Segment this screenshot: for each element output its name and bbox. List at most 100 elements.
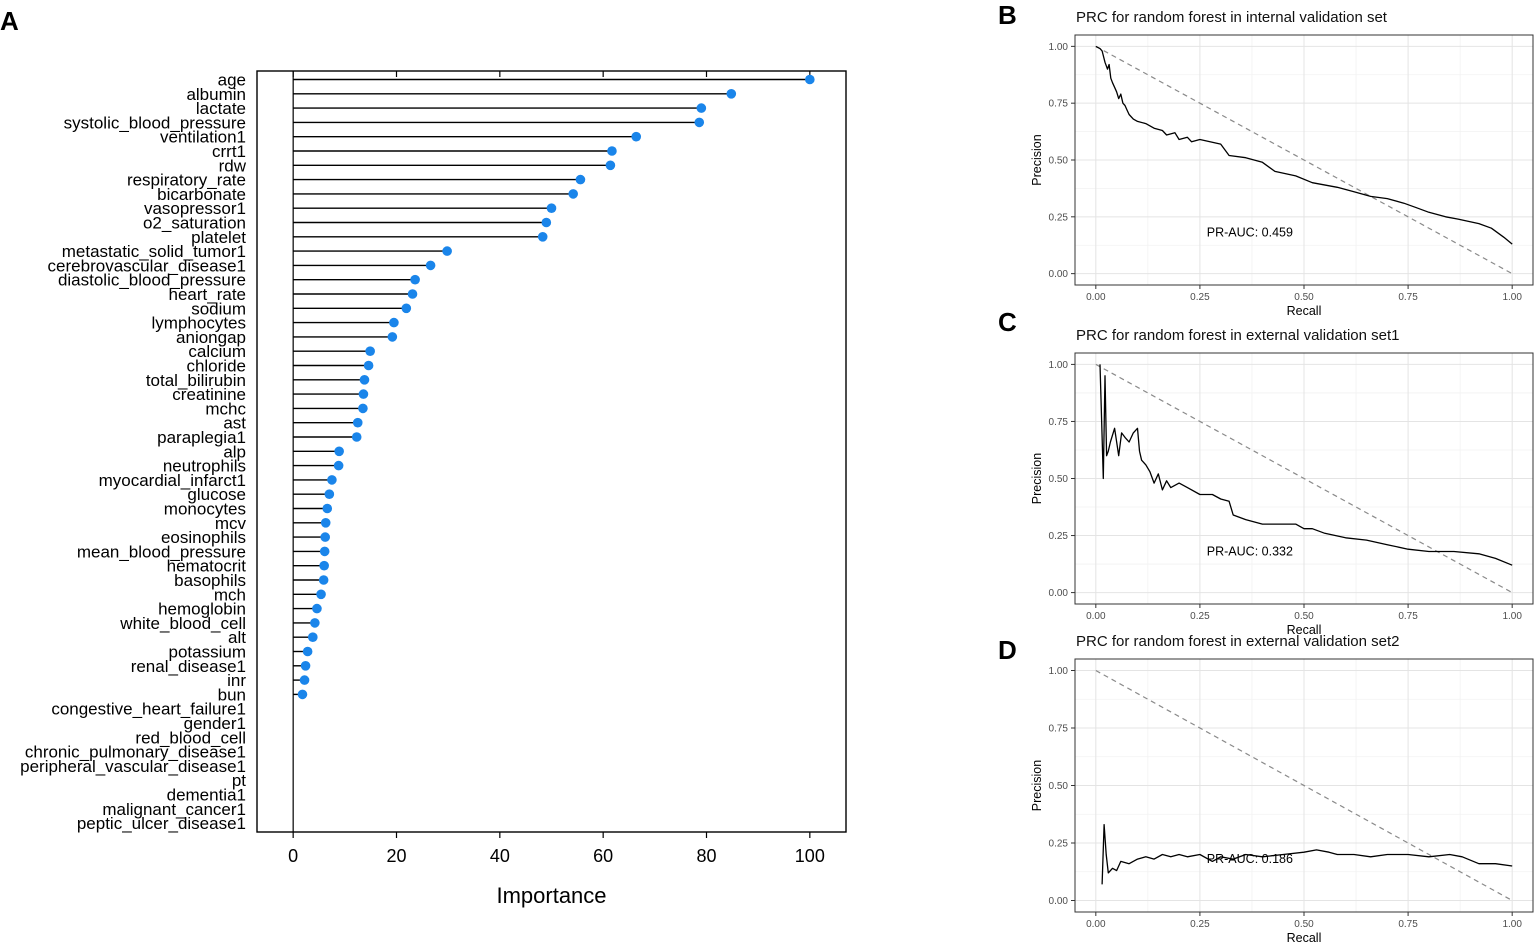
category-label: metastatic_solid_tumor1 xyxy=(62,242,246,261)
y-tick-label: 0.75 xyxy=(1049,99,1069,110)
category-label: mch xyxy=(214,585,246,604)
category-label: gender1 xyxy=(184,714,246,733)
x-tick-label: 0.50 xyxy=(1294,611,1314,622)
reference-diagonal xyxy=(1095,363,1513,594)
y-axis-label: Precision xyxy=(1030,760,1044,811)
pr-auc-annotation: PR-AUC: 0.186 xyxy=(1207,852,1293,866)
lollipop-point xyxy=(401,303,412,314)
category-label: chronic_pulmonary_disease1 xyxy=(25,743,246,762)
x-tick-label: 0.50 xyxy=(1294,919,1314,930)
category-label: eosinophils xyxy=(161,528,246,547)
x-tick-label: 0.00 xyxy=(1086,611,1106,622)
x-tick-label: 0.00 xyxy=(1086,919,1106,930)
lollipop-point xyxy=(320,532,331,542)
category-label: basophils xyxy=(174,571,246,590)
category-label: pt xyxy=(232,771,246,790)
lollipop-point xyxy=(320,518,331,528)
y-tick-label: 1.00 xyxy=(1049,360,1069,371)
lollipop-point xyxy=(334,446,344,457)
chart-title: PRC for random forest in internal valida… xyxy=(1076,9,1388,26)
lollipop-point xyxy=(302,646,313,657)
category-label: malignant_cancer1 xyxy=(102,800,246,819)
plot-frame xyxy=(256,70,847,833)
category-label: respiratory_rate xyxy=(127,171,246,190)
category-label: ventilation1 xyxy=(160,128,246,147)
y-axis-label: Precision xyxy=(1030,453,1044,504)
category-label: creatinine xyxy=(172,385,246,404)
lollipop-point xyxy=(726,89,737,99)
y-tick-label: 0.75 xyxy=(1049,724,1069,735)
plot-border xyxy=(1074,34,1534,286)
x-tick-label: 0.25 xyxy=(1190,919,1210,930)
category-label: aniongap xyxy=(176,328,246,347)
prc-chart-external-1: PRC for random forest in external valida… xyxy=(1030,327,1534,637)
category-label: age xyxy=(218,71,246,90)
category-label: bicarbonate xyxy=(157,185,246,204)
category-label: systolic_blood_pressure xyxy=(64,113,246,132)
x-tick-label: 80 xyxy=(696,846,716,866)
x-tick-label: 0.25 xyxy=(1190,611,1210,622)
category-label: crrt1 xyxy=(212,142,246,161)
panel-d-letter: D xyxy=(998,635,1017,665)
x-tick-label: 0 xyxy=(288,846,298,866)
category-label: glucose xyxy=(187,485,246,504)
x-axis-label: Recall xyxy=(1287,623,1322,637)
lollipop-point xyxy=(575,174,586,185)
x-tick-label: 100 xyxy=(795,846,825,866)
lollipop-point xyxy=(541,217,552,228)
category-label: hematocrit xyxy=(167,557,247,576)
y-tick-label: 0.25 xyxy=(1049,839,1069,850)
category-label: congestive_heart_failure1 xyxy=(51,700,246,719)
lollipop-point xyxy=(299,675,310,685)
x-tick-label: 0.75 xyxy=(1398,292,1418,303)
category-label: heart_rate xyxy=(169,285,247,304)
lollipop-point xyxy=(607,146,617,156)
category-label: potassium xyxy=(169,643,246,662)
panel-c-letter: C xyxy=(998,307,1017,337)
category-label: red_blood_cell xyxy=(135,728,246,747)
category-label: monocytes xyxy=(164,500,246,519)
lollipop-point xyxy=(318,575,329,585)
category-label: inr xyxy=(227,671,246,690)
x-axis-label: Importance xyxy=(496,883,606,908)
lollipop-point xyxy=(312,603,322,614)
pr-curve xyxy=(1099,364,1513,566)
lollipop-point xyxy=(352,417,363,428)
x-tick-label: 40 xyxy=(490,846,510,866)
lollipop-point xyxy=(387,332,398,342)
y-tick-label: 0.50 xyxy=(1049,781,1069,792)
lollipop-point xyxy=(358,403,368,414)
x-tick-label: 0.75 xyxy=(1398,611,1418,622)
panel-b-letter: B xyxy=(998,0,1017,30)
lollipop-point xyxy=(316,589,326,600)
lollipop-point xyxy=(324,489,335,500)
y-tick-label: 0.75 xyxy=(1049,417,1069,428)
lollipop-point xyxy=(300,661,311,671)
panel-a-letter: A xyxy=(0,6,19,36)
lollipop-point xyxy=(359,375,370,385)
chart-title: PRC for random forest in external valida… xyxy=(1076,633,1400,650)
y-tick-label: 0.50 xyxy=(1049,156,1069,167)
category-label: lactate xyxy=(196,99,246,118)
category-label: dementia1 xyxy=(167,786,246,805)
lollipop-point xyxy=(696,103,707,113)
category-label: total_bilirubin xyxy=(146,371,246,390)
y-tick-label: 0.25 xyxy=(1049,531,1069,542)
plot-border xyxy=(1074,352,1534,605)
y-tick-label: 1.00 xyxy=(1049,666,1069,677)
reference-diagonal xyxy=(1095,45,1513,275)
x-tick-label: 20 xyxy=(386,846,406,866)
category-label: rdw xyxy=(219,156,247,175)
y-tick-label: 0.00 xyxy=(1049,269,1069,280)
lollipop-point xyxy=(319,560,329,571)
y-axis-label: Precision xyxy=(1030,134,1044,185)
x-tick-label: 0.50 xyxy=(1294,292,1314,303)
x-tick-label: 0.25 xyxy=(1190,292,1210,303)
lollipop-point xyxy=(407,289,418,299)
category-label: myocardial_infarct1 xyxy=(99,471,246,490)
category-label: ast xyxy=(223,414,246,433)
category-label: bun xyxy=(218,685,246,704)
category-label: peripheral_vascular_disease1 xyxy=(20,757,246,776)
chart-title: PRC for random forest in external valida… xyxy=(1076,327,1400,344)
lollipop-point xyxy=(805,74,815,85)
